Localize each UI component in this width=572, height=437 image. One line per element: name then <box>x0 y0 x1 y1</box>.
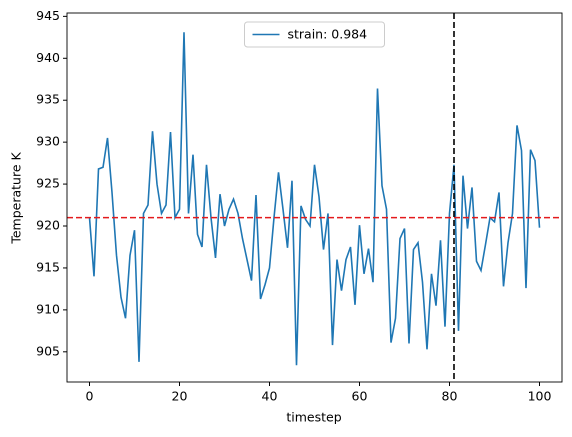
y-tick-label: 940 <box>36 50 60 65</box>
data-line <box>88 32 541 366</box>
x-tick-label: 0 <box>86 389 94 404</box>
legend-label: strain: 0.984 <box>288 27 368 42</box>
y-tick-label: 945 <box>36 8 60 23</box>
y-tick-label: 930 <box>36 134 60 149</box>
x-tick-label: 60 <box>352 389 368 404</box>
plot-frame <box>66 12 563 383</box>
x-tick-label: 100 <box>528 389 552 404</box>
x-axis-label: timestep <box>286 410 341 425</box>
y-tick-label: 910 <box>36 301 60 316</box>
x-tick-label: 20 <box>172 389 188 404</box>
x-tick-label: 40 <box>262 389 278 404</box>
y-tick-label: 920 <box>36 218 60 233</box>
y-tick-label: 935 <box>36 92 60 107</box>
y-tick-label: 905 <box>36 343 60 358</box>
y-axis-label: Temperature K <box>9 152 24 245</box>
y-tick-label: 915 <box>36 259 60 274</box>
y-tick-label: 925 <box>36 176 60 191</box>
x-tick-label: 80 <box>442 389 458 404</box>
legend-box <box>244 21 385 48</box>
